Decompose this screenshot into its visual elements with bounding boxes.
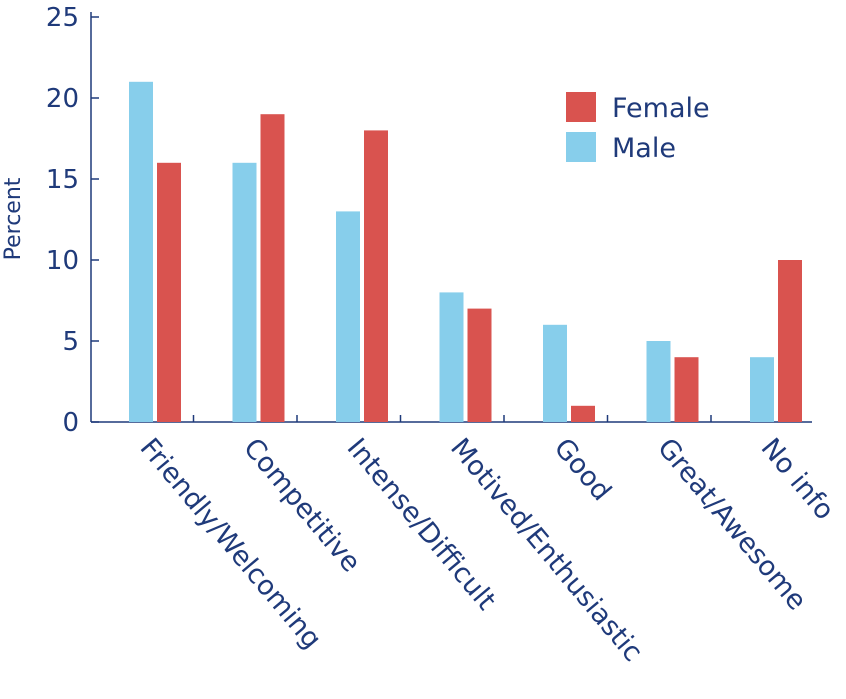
legend-swatch-male — [566, 132, 596, 162]
y-tick-label: 15 — [46, 165, 79, 195]
y-tick-label: 0 — [62, 408, 79, 438]
bar-male-3 — [336, 211, 360, 422]
bar-female-7 — [778, 260, 802, 422]
bar-female-4 — [467, 308, 492, 422]
bar-male-7 — [750, 357, 774, 422]
category-label: Good — [548, 433, 617, 507]
y-tick-label: 25 — [46, 3, 79, 33]
bar-female-1 — [157, 162, 181, 423]
bar-female-3 — [364, 130, 388, 422]
legend-label-female: Female — [612, 93, 710, 124]
y-tick-label: 20 — [46, 84, 79, 114]
category-label: No info — [755, 433, 840, 526]
category-labels: Friendly/WelcomingCompetitiveIntense/Dif… — [134, 433, 840, 668]
y-tick-label: 5 — [62, 327, 79, 357]
y-ticks: 0 5 10 15 20 25 — [46, 3, 99, 438]
y-tick-label: 10 — [46, 246, 79, 276]
bars — [129, 81, 802, 423]
category-label: Friendly/Welcoming — [134, 433, 328, 655]
bar-female-5 — [571, 405, 595, 422]
bar-male-2 — [232, 162, 257, 423]
bar-female-2 — [260, 114, 285, 422]
bar-male-6 — [646, 341, 671, 422]
legend: Female Male — [566, 92, 710, 164]
category-label: Motived/Enthusiastic — [444, 433, 648, 668]
bar-male-5 — [543, 324, 567, 422]
bar-male-1 — [129, 81, 153, 423]
bar-female-6 — [674, 357, 699, 422]
legend-label-male: Male — [612, 133, 676, 164]
legend-swatch-female — [566, 92, 596, 122]
y-axis-label: Percent — [1, 177, 26, 260]
bar-male-4 — [439, 292, 464, 422]
